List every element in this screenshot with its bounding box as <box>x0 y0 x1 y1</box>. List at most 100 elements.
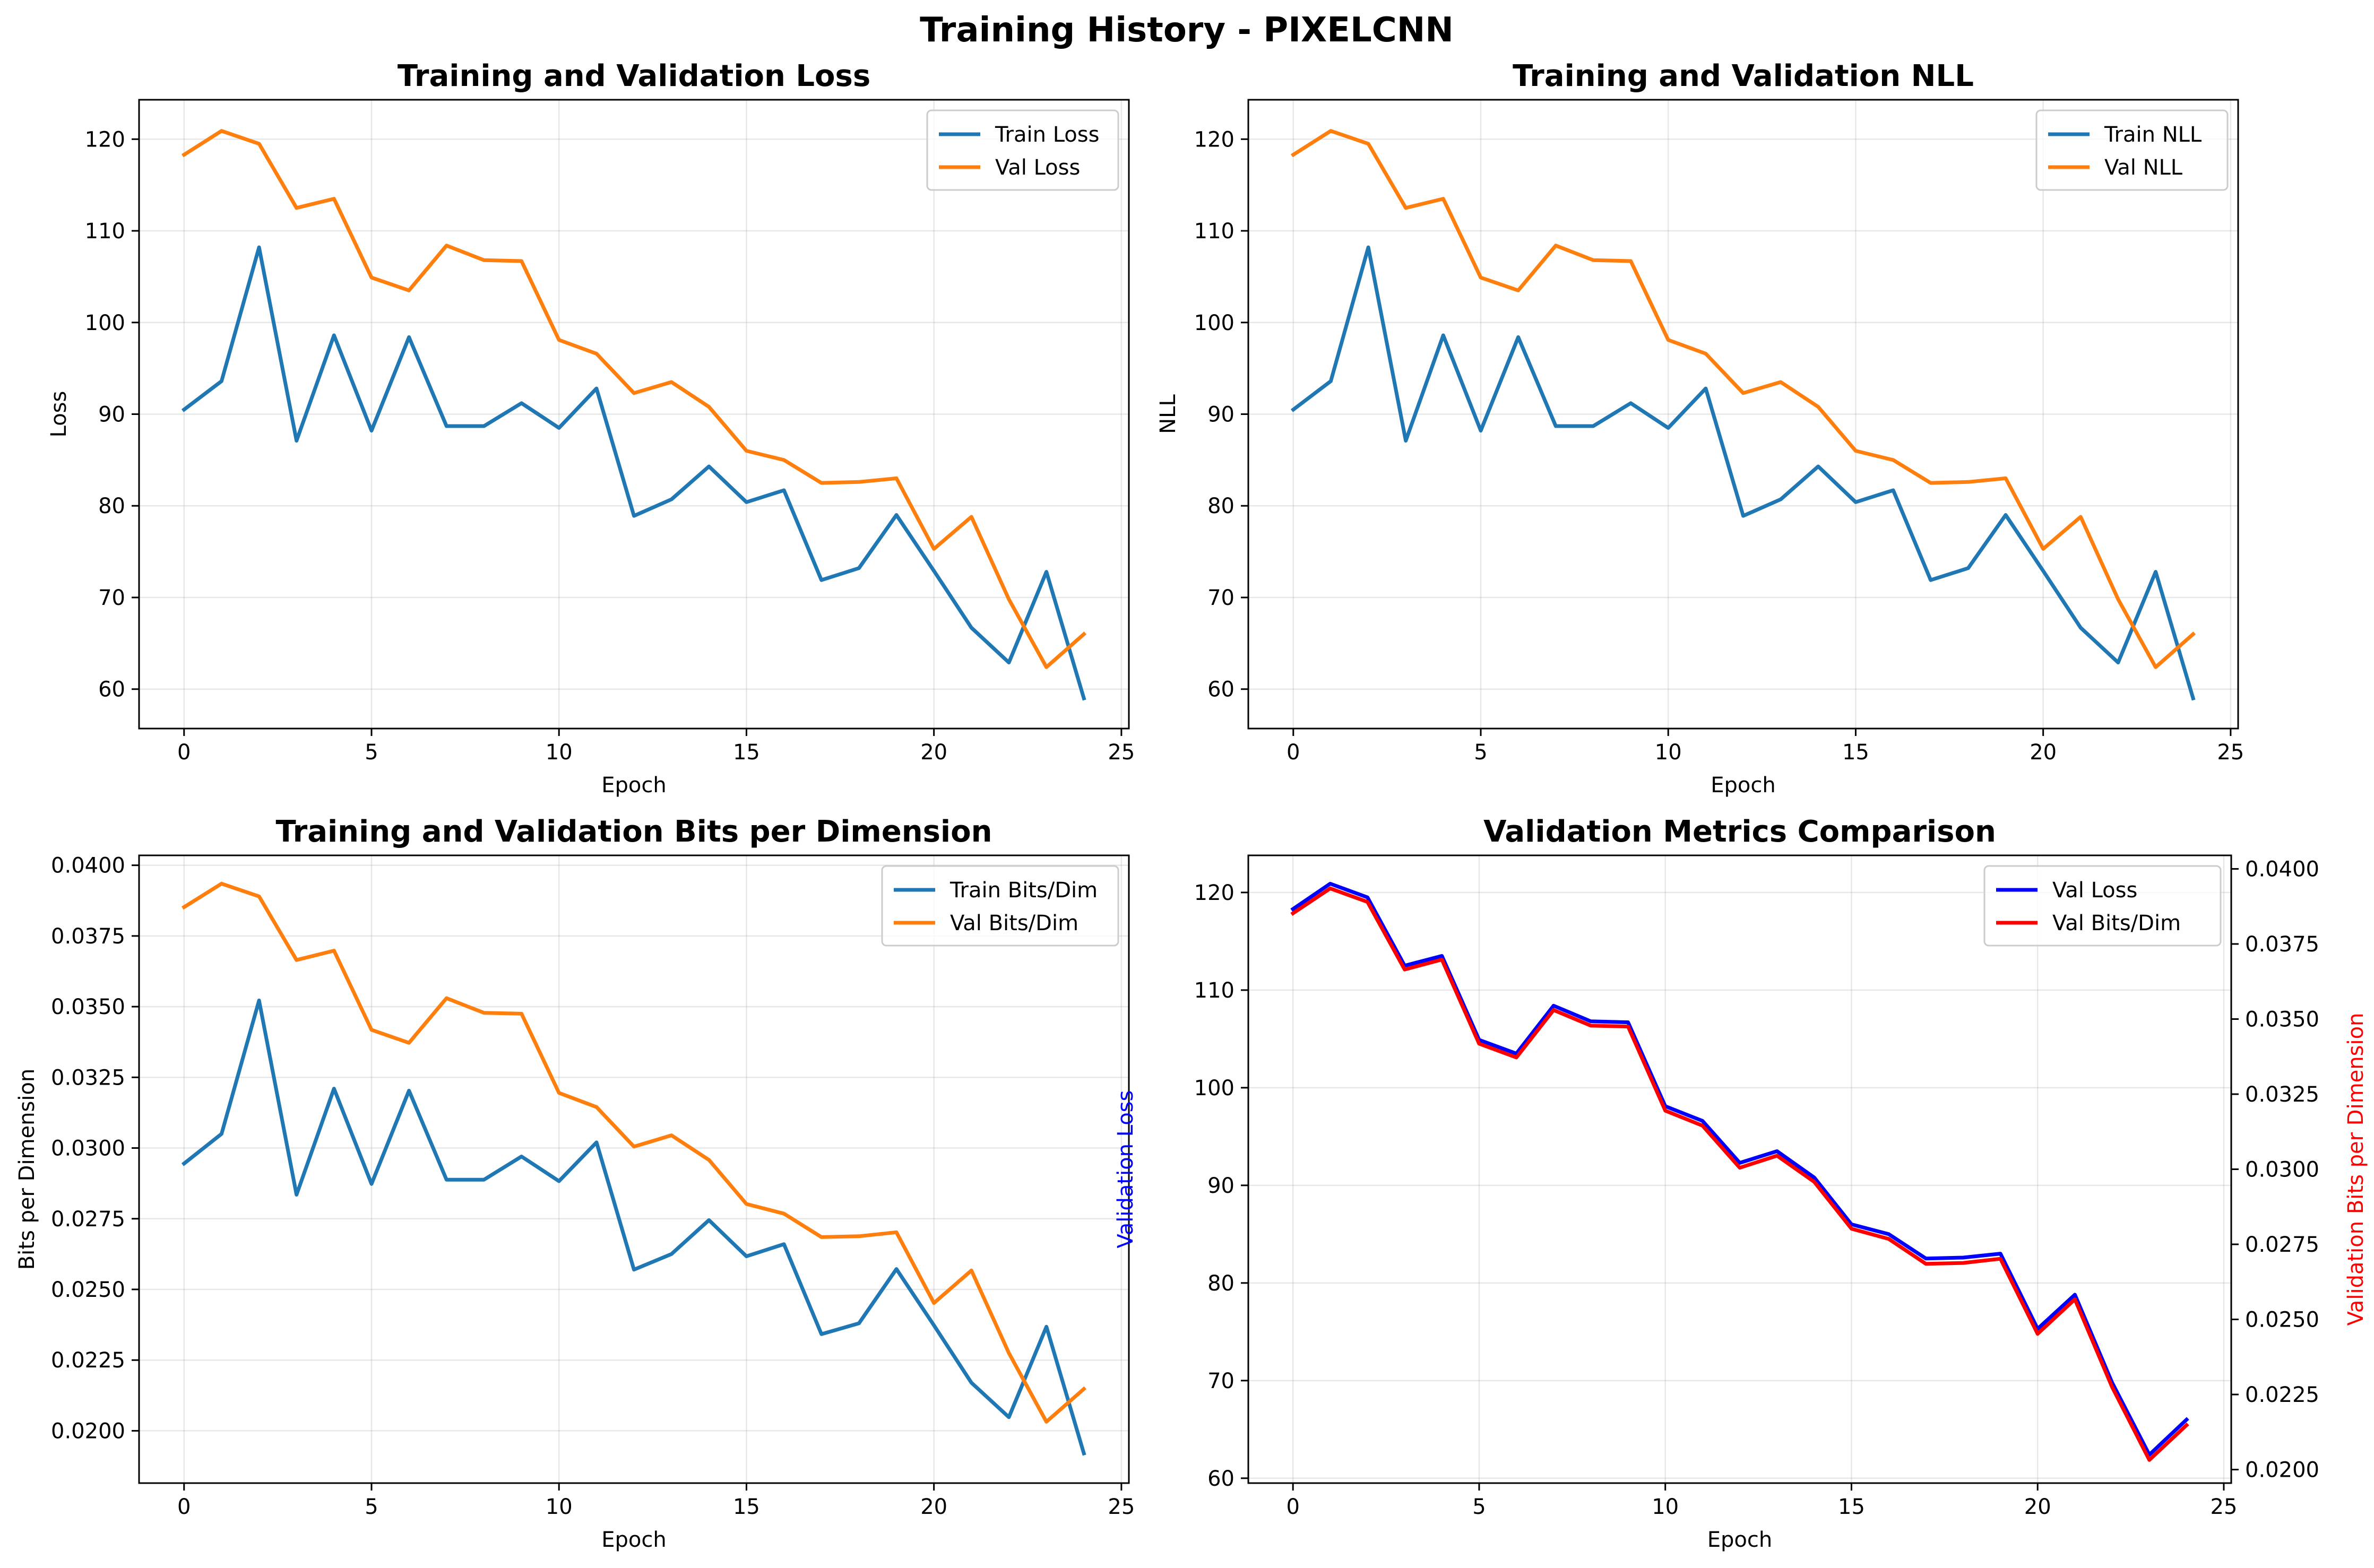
y-right-tick-label: 0.0325 <box>2245 1082 2319 1107</box>
series-line-2 <box>1290 129 2196 669</box>
y-axis-label: NLL <box>1156 394 1180 434</box>
chart-legend: Train NLL Val NLL <box>2035 109 2229 191</box>
y-tick-label: 70 <box>1207 1369 1235 1393</box>
legend-entry-label: Val NLL <box>2104 155 2183 180</box>
y-right-tick-label: 0.0350 <box>2245 1007 2319 1032</box>
y-right-tick-label: 0.0375 <box>2245 932 2319 957</box>
chart-panel-4: 0 5 10 15 20 25 60 70 80 90 100 110 120 0.0200 0.0225 0… <box>1113 815 2368 1552</box>
x-tick-label: 0 <box>177 1495 191 1519</box>
legend-entry-label: Val Loss <box>995 155 1080 180</box>
y-tick-label: 70 <box>1207 586 1235 610</box>
x-tick-label: 20 <box>920 740 947 765</box>
y-tick-label: 80 <box>1207 1271 1235 1296</box>
y-tick-label: 0.0250 <box>51 1278 125 1302</box>
chart-title: Validation Metrics Comparison <box>1483 815 1996 849</box>
x-tick-label: 25 <box>2211 1495 2238 1519</box>
series-line-1 <box>1290 245 2196 701</box>
legend-box <box>881 865 1119 947</box>
series-line-2 <box>1290 886 2189 1462</box>
x-tick-label: 15 <box>733 1495 760 1519</box>
legend-entry-label: Val Loss <box>2052 878 2137 903</box>
legend-box <box>2035 109 2229 191</box>
series-line-2 <box>181 881 1087 1424</box>
y-tick-label: 120 <box>1194 127 1235 152</box>
y-right-tick-label: 0.0275 <box>2245 1233 2319 1257</box>
chart-title: Training and Validation Bits per Dimensi… <box>276 815 992 849</box>
y-tick-label: 100 <box>1194 311 1235 335</box>
y-tick-label: 110 <box>1194 978 1235 1003</box>
x-tick-label: 5 <box>365 740 378 765</box>
y-tick-label: 0.0375 <box>51 924 125 949</box>
chart-panel-2: 0 5 10 15 20 25 60 70 80 90 100 110 120 Training and … <box>1156 59 2244 798</box>
y-tick-label: 0.0325 <box>51 1065 125 1090</box>
y-tick-label: 100 <box>85 311 125 335</box>
legend-entry-label: Val Bits/Dim <box>950 911 1078 935</box>
y-tick-label: 110 <box>85 219 125 244</box>
x-tick-label: 15 <box>1842 740 1869 765</box>
x-tick-label: 0 <box>1286 1495 1299 1519</box>
y-tick-label: 0.0225 <box>51 1348 125 1373</box>
plot-frame <box>138 854 1130 1484</box>
y-axis-label: Bits per Dimension <box>15 1069 39 1270</box>
series-line-1 <box>181 998 1086 1456</box>
y-tick-label: 0.0300 <box>51 1137 125 1161</box>
y-right-tick-label: 0.0225 <box>2245 1383 2319 1407</box>
chart-legend: Train Bits/Dim Val Bits/Dim <box>881 865 1119 947</box>
chart-legend: Val Loss Val Bits/Dim <box>1983 865 2222 947</box>
x-axis-label: Epoch <box>601 1528 666 1552</box>
y-right-tick-label: 0.0300 <box>2245 1158 2319 1182</box>
x-tick-label: 25 <box>1108 740 1135 765</box>
legend-box <box>1983 865 2222 947</box>
y-tick-label: 60 <box>98 678 125 702</box>
x-tick-label: 25 <box>2217 740 2244 765</box>
x-tick-label: 5 <box>1472 1495 1486 1519</box>
y-tick-label: 70 <box>98 586 125 610</box>
x-tick-label: 5 <box>365 1495 378 1519</box>
legend-entry-label: Train Loss <box>995 123 1099 147</box>
series-line-1 <box>181 245 1086 701</box>
x-axis-label: Epoch <box>1707 1528 1772 1552</box>
x-axis-label: Epoch <box>1711 773 1775 798</box>
x-tick-label: 20 <box>2030 740 2057 765</box>
x-axis-label: Epoch <box>601 773 666 798</box>
y-tick-label: 90 <box>1207 1174 1235 1198</box>
y-axis-label: Validation Loss <box>1113 1090 1138 1249</box>
legend-entry-label: Val Bits/Dim <box>2052 911 2181 935</box>
chart-panel-1: 0 5 10 15 20 25 60 70 80 90 100 110 120 Training and … <box>47 59 1135 798</box>
legend-entry-label: Train NLL <box>2104 123 2202 147</box>
chart-legend: Train Loss Val Loss <box>926 109 1119 191</box>
figure-suptitle: Training History - PIXELCNN <box>920 11 1454 50</box>
x-tick-label: 20 <box>920 1495 947 1519</box>
legend-entry-label: Train Bits/Dim <box>949 878 1098 903</box>
y-tick-label: 0.0350 <box>51 995 125 1019</box>
legend-box <box>926 109 1119 191</box>
x-tick-label: 5 <box>1474 740 1487 765</box>
y-tick-label: 60 <box>1207 678 1235 702</box>
chart-panel-3: 0 5 10 15 20 25 0.0200 0.0225 0.0250 0.0275 0.0300… <box>15 815 1135 1552</box>
y-tick-label: 80 <box>1207 494 1235 518</box>
y-tick-label: 100 <box>1194 1076 1235 1101</box>
y-right-tick-label: 0.0400 <box>2245 857 2319 881</box>
x-tick-label: 0 <box>1287 740 1300 765</box>
x-tick-label: 10 <box>546 740 573 765</box>
chart-title: Training and Validation Loss <box>398 59 870 93</box>
y-tick-label: 0.0400 <box>51 854 125 878</box>
y-right-tick-label: 0.0250 <box>2245 1308 2319 1332</box>
y-tick-label: 0.0275 <box>51 1207 125 1232</box>
y-tick-label: 90 <box>1207 403 1235 427</box>
x-tick-label: 10 <box>1655 740 1682 765</box>
y-tick-label: 60 <box>1207 1467 1235 1491</box>
y-tick-label: 0.0200 <box>51 1419 125 1443</box>
x-tick-label: 15 <box>1838 1495 1865 1519</box>
series-line-2 <box>181 129 1087 669</box>
x-tick-label: 10 <box>546 1495 573 1519</box>
y-right-tick-label: 0.0200 <box>2245 1458 2319 1483</box>
y-tick-label: 80 <box>98 494 125 518</box>
y-axis-right-label: Validation Bits per Dimension <box>2344 1013 2368 1326</box>
y-tick-label: 120 <box>1194 881 1235 905</box>
y-tick-label: 90 <box>98 403 125 427</box>
x-tick-label: 15 <box>733 740 760 765</box>
